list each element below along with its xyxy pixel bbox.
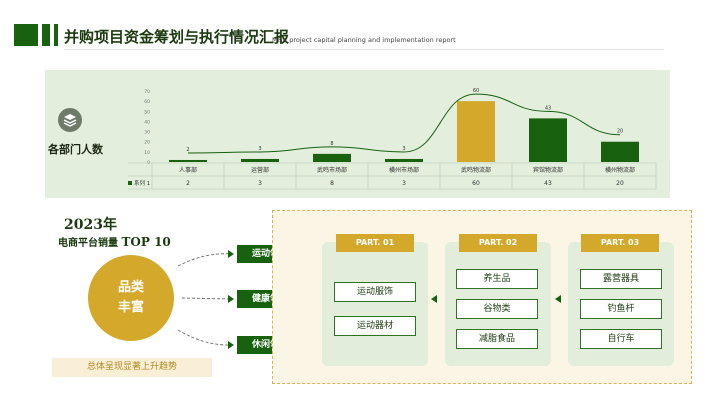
table-value: 2 (186, 180, 190, 187)
part-02-label: PART. 02 (459, 234, 537, 252)
y-tick-label: 10 (144, 150, 150, 156)
legend-series-name: 系列 1 (134, 179, 150, 187)
arrow-left-icon (431, 295, 437, 303)
data-label: 2 (186, 147, 189, 153)
table-value: 8 (330, 180, 334, 187)
page-title: 并购项目资金筹划与执行情况汇报 (64, 28, 290, 46)
arrow-left-icon (555, 295, 561, 303)
x-category-label: 武鸣市场部 (317, 166, 347, 174)
part-03-label: PART. 03 (581, 234, 659, 252)
x-category-label: 横州物流部 (605, 166, 635, 174)
item-diet-food: 减脂食品 (456, 329, 538, 349)
category-circle-text: 品类 丰富 (88, 278, 174, 318)
chart-bar (313, 153, 351, 162)
top10-heading: 电商平台销量 TOP 10 (58, 234, 171, 249)
table-value: 20 (616, 180, 624, 187)
legend-swatch (128, 181, 132, 185)
chart-bar (457, 101, 495, 162)
part-01-column (322, 242, 428, 366)
item-grains: 谷物类 (456, 299, 538, 319)
y-tick-label: 70 (144, 89, 150, 95)
header-divider (64, 49, 664, 50)
category-circle (88, 255, 174, 341)
y-tick-label: 50 (144, 109, 150, 115)
page-subtitle: M&A project capital planning and impleme… (272, 36, 456, 44)
table-value: 43 (544, 180, 552, 187)
item-fishing-rod: 钓鱼杆 (580, 299, 662, 319)
layers-icon (58, 108, 82, 132)
item-health-supplements: 养生品 (456, 269, 538, 289)
y-tick-label: 40 (144, 119, 150, 125)
data-label: 60 (473, 88, 479, 94)
trend-note: 总体呈现显著上升趋势 (52, 358, 212, 377)
x-category-label: 人事部 (179, 166, 197, 174)
x-category-label: 横州市场部 (389, 166, 419, 174)
chart-label: 各部门人数 (48, 143, 103, 156)
item-camping-gear: 露营器具 (580, 269, 662, 289)
item-sports-equipment: 运动器材 (334, 316, 416, 336)
top10-prefix: 电商平台销量 (58, 238, 118, 249)
top10-suffix: TOP 10 (121, 235, 171, 249)
circle-line-2: 丰富 (117, 300, 144, 315)
trend-line (187, 93, 621, 154)
x-category-label: 运营部 (251, 166, 269, 174)
table-value: 3 (258, 180, 262, 187)
table-value: 3 (402, 180, 406, 187)
chart-bar (529, 118, 567, 162)
data-label: 3 (402, 146, 405, 152)
circle-line-1: 品类 (117, 280, 144, 295)
year-heading: 2023年 (64, 217, 117, 233)
chart-bar (169, 159, 207, 162)
table-value: 60 (472, 180, 480, 187)
chart-bar (241, 158, 279, 162)
part-01-label: PART. 01 (336, 234, 414, 252)
y-tick-label: 20 (144, 140, 150, 146)
x-category-label: 武鸣物流部 (461, 166, 491, 174)
item-bicycle: 自行车 (580, 329, 662, 349)
y-tick-label: 60 (144, 99, 150, 105)
data-label: 8 (330, 141, 333, 147)
chart-bar (601, 141, 639, 162)
data-label: 20 (617, 129, 623, 135)
chart-bar (385, 158, 423, 162)
y-tick-label: 30 (144, 130, 150, 136)
data-label: 3 (258, 146, 261, 152)
x-category-label: 宾馆物流部 (533, 166, 563, 174)
data-label: 43 (545, 105, 551, 111)
item-sports-apparel: 运动服饰 (334, 282, 416, 302)
